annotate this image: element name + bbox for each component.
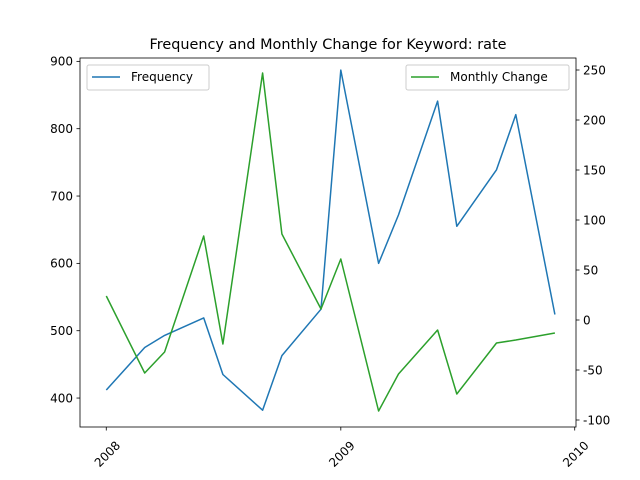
right-tick-label: -100 [583,413,610,427]
legend-monthly-change-box [405,64,570,91]
legend-frequency: Frequency [86,64,210,91]
x-tick-label: 2008 [92,438,123,469]
legend-frequency-box [86,64,210,91]
right-tick-label: 250 [583,63,606,77]
series-lines [105,69,556,412]
left-y-axis: 400 500 600 700 800 900 [50,55,80,405]
series-line-frequency [105,69,556,411]
chart-title: Frequency and Monthly Change for Keyword… [150,37,507,53]
right-tick-label: 100 [583,213,606,227]
x-tick-label: 2009 [326,438,357,469]
left-tick-label: 800 [50,122,73,136]
right-y-axis: -100 -50 0 50 100 150 200 250 [576,63,610,427]
legend-frequency-label: Frequency [131,70,193,84]
right-tick-label: 50 [583,263,598,277]
right-tick-label: 200 [583,113,606,127]
left-tick-label: 400 [50,391,73,405]
legend-monthly-change: Monthly Change [405,64,570,91]
x-tick-label: 2010 [560,438,591,469]
left-tick-label: 500 [50,324,73,338]
right-tick-label: 150 [583,163,606,177]
series-line-monthly-change [105,72,556,412]
left-tick-label: 900 [50,55,73,69]
right-tick-label: 0 [583,313,591,327]
x-axis: 2008 2009 2010 [92,427,592,470]
right-tick-label: -50 [583,363,603,377]
legend-monthly-change-label: Monthly Change [450,70,548,84]
plot-area-frame [79,57,577,428]
left-tick-label: 600 [50,257,73,271]
left-tick-label: 700 [50,189,73,203]
